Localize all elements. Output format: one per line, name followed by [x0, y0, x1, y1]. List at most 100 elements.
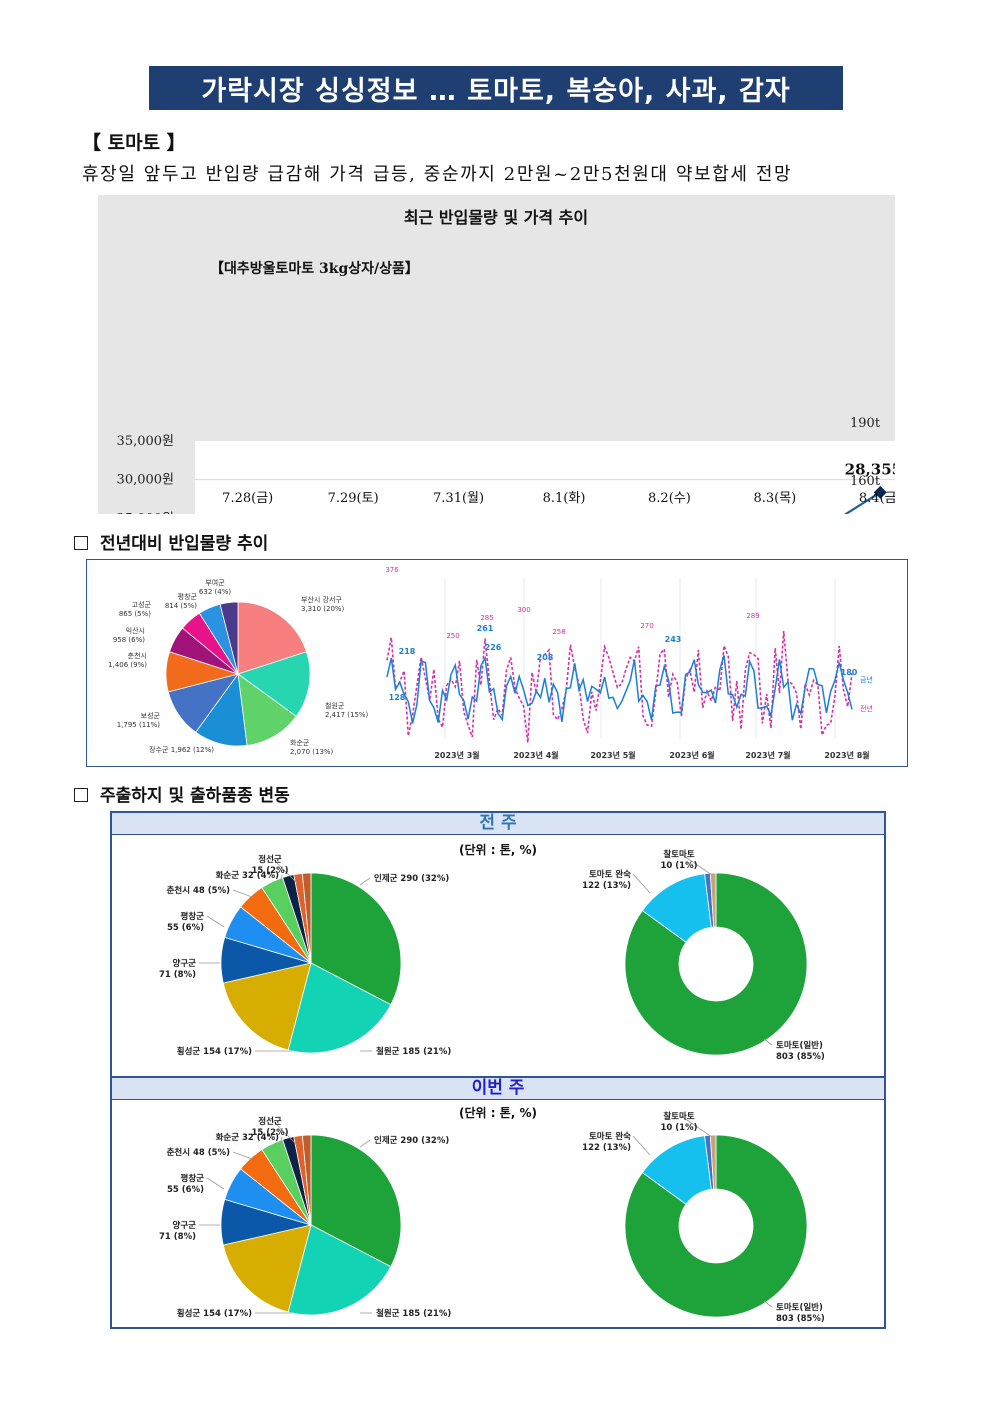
this-week-unit: (단위 : 톤, %) [458, 1106, 537, 1120]
x-tick-label: 2023년 6월 [669, 750, 714, 760]
prev-year-point-label: 300 [517, 606, 530, 614]
last-week-variety-leader [632, 873, 651, 894]
y-left-tick-label: 30,000원 [117, 473, 174, 488]
prev-year-point-label: 270 [640, 622, 653, 630]
last-week-variety-label: 토마토 완숙 122 (13%) [582, 869, 631, 891]
this-year-point-label: 128 [389, 693, 406, 702]
last-week-origin-label: 철원군 185 (21%) [376, 1046, 451, 1057]
y-right-tick-label: 160t [850, 474, 881, 489]
this-week-origin-leader [232, 1151, 253, 1160]
legend-this-year: 금년 [860, 675, 873, 684]
this-week-origin-leader [359, 1139, 371, 1148]
last-week-origin-pie-slice-2 [222, 962, 312, 1051]
origin-pie-label: 고성군 865 (5%) [119, 600, 152, 618]
this-week-origin-leader [272, 1120, 298, 1146]
this-year-point-label: 261 [477, 624, 494, 633]
last-week-header: 전 주 [112, 813, 884, 835]
section-shipping-origins-title: 주출하지 및 출하품종 변동 [100, 786, 290, 806]
last-week-origin-pie-slice-1 [287, 962, 392, 1054]
headline-text: 휴장일 앞두고 반입량 급감해 가격 급등, 중순까지 2만원~2만5천원대 약… [82, 164, 793, 185]
x-tick-label: 2023년 3월 [434, 750, 479, 760]
square-bullet-icon [74, 536, 88, 550]
this-week-variety-label: 찰토마토 10 (1%) [661, 1111, 698, 1133]
last-week-variety-donut-slice-0 [624, 872, 808, 1056]
origin-pie-label: 화순군 2,070 (13%) [290, 739, 334, 756]
this-week-origin-label: 춘천시 48 (5%) [167, 1147, 231, 1158]
prev-year-point-label: 250 [446, 632, 459, 640]
this-week-origin-label: 인제군 290 (32%) [374, 1135, 449, 1146]
last-week-origin-pie-slice-0 [310, 872, 402, 1006]
this-year-point-label: 226 [485, 643, 502, 652]
origin-pie-label: 부여군 632 (4%) [199, 578, 231, 596]
this-week-origin-leader [279, 1136, 283, 1146]
x-tick-label: 7.29(토) [328, 491, 379, 506]
last-week-variety-donut-slice-3 [709, 872, 717, 928]
x-tick-label: 7.28(금) [222, 491, 273, 506]
last-week-origin-pie-slice-9 [301, 872, 312, 964]
origin-pie-slice-0 [237, 601, 307, 675]
prev-year-point-label: 258 [552, 628, 565, 636]
origin-pie-label: 장수군 1,962 (12%) [149, 745, 214, 754]
last-week-origin-label: 춘천시 48 (5%) [167, 885, 231, 896]
origin-pie-slice-1 [237, 651, 311, 717]
shipping-pie-charts: 인제군 290 (32%) 철원군 185 (21%) 횡성군 154 (17%) 양… [159, 849, 825, 1324]
this-week-origin-label: 화순군 32 (4%) [216, 1132, 280, 1143]
this-week-origin-label: 철원군 185 (21%) [376, 1308, 451, 1319]
shipping-origins-panel: 전 주 (단위 : 톤, %) 이번 주 (단위 : 톤, %) 인제군 290… [110, 811, 886, 1329]
last-week-origin-leader [359, 877, 371, 886]
x-tick-label: 7.31(월) [433, 491, 484, 506]
last-week-origin-label: 정선군 15 (2%) [252, 854, 289, 876]
this-week-header: 이번 주 [112, 1076, 884, 1100]
y-left-tick-label: 25,000원 [117, 511, 174, 514]
price-volume-chart: 최근 반입물량 및 가격 추이35,000원30,000원25,000원20,0… [117, 208, 895, 514]
price-label: 28,355원 [845, 460, 895, 478]
this-week-origin-leader [206, 1177, 225, 1190]
this-year-line [386, 655, 853, 724]
this-week-variety-label: 토마토 완숙 122 (13%) [582, 1131, 631, 1153]
prev-year-line [386, 631, 853, 743]
this-year-point-label: 180 [841, 668, 858, 677]
this-week-origin-label: 정선군 15 (2%) [252, 1116, 289, 1138]
last-week-origin-leader [206, 915, 225, 928]
last-week-variety-label: 찰토마토 10 (1%) [661, 849, 698, 871]
origin-pie-label: 익산시 958 (6%) [113, 626, 145, 644]
last-week-origin-label: 화순군 32 (4%) [216, 870, 280, 881]
last-week-origin-leader [279, 874, 283, 884]
chart-annotation: 【대추방울토마토 3kg상자/상품】 [210, 260, 419, 277]
plot-area [195, 441, 895, 514]
last-week-origin-label: 횡성군 154 (17%) [177, 1046, 252, 1057]
this-week-origin-pie-slice-2 [222, 1224, 312, 1313]
prev-year-point-label: 285 [480, 614, 493, 622]
y-right-tick-label: 190t [850, 416, 881, 431]
this-year-point-label: 218 [399, 647, 416, 656]
this-week-variety-leader [680, 1115, 713, 1138]
this-week-variety-donut-slice-3 [709, 1134, 717, 1190]
origin-pie-label: 부산시 강서구 3,310 (20%) [301, 595, 345, 613]
section-yoy-volume: 전년대비 반입물량 추이 [74, 529, 268, 554]
last-week-unit: (단위 : 톤, %) [458, 843, 537, 857]
x-tick-label: 8.1(화) [543, 491, 586, 506]
this-week-variety-leader [632, 1135, 651, 1156]
this-week-origin-pie-slice-9 [301, 1134, 312, 1226]
origin-pie-label: 평창군 814 (5%) [165, 592, 198, 610]
yoy-volume-charts: 부산시 강서구 3,310 (20%) 철원군 2,417 (15%) 화순군 2,070… [108, 566, 873, 760]
yoy-volume-panel: 부산시 강서구 3,310 (20%) 철원군 2,417 (15%) 화순군 2,070… [86, 559, 908, 767]
this-week-origin-label: 평창군 55 (6%) [167, 1173, 204, 1195]
origin-pie-label: 춘천시 1,406 (9%) [108, 651, 147, 669]
this-week-variety-label: 토마토(일반) 803 (85%) [776, 1302, 825, 1324]
this-year-point-label: 208 [537, 653, 554, 662]
origin-pie-label: 철원군 2,417 (15%) [325, 701, 369, 719]
last-week-variety-leader [680, 853, 713, 876]
legend-prev-year: 전년 [860, 704, 873, 713]
last-week-origin-label: 양구군 71 (8%) [159, 958, 196, 980]
prev-year-point-label: 289 [746, 612, 759, 620]
last-week-origin-label: 인제군 290 (32%) [374, 873, 449, 884]
prev-year-point-label: 376 [385, 566, 399, 574]
this-week-variety-leader [763, 1300, 773, 1308]
x-tick-label: 2023년 7월 [745, 750, 790, 760]
last-week-origin-label: 평창군 55 (6%) [167, 911, 204, 933]
last-week-origin-leader [232, 889, 253, 898]
this-week-origin-pie-slice-1 [287, 1224, 392, 1316]
x-tick-label: 8.3(목) [753, 491, 796, 506]
origin-pie-slice-9 [219, 601, 239, 675]
